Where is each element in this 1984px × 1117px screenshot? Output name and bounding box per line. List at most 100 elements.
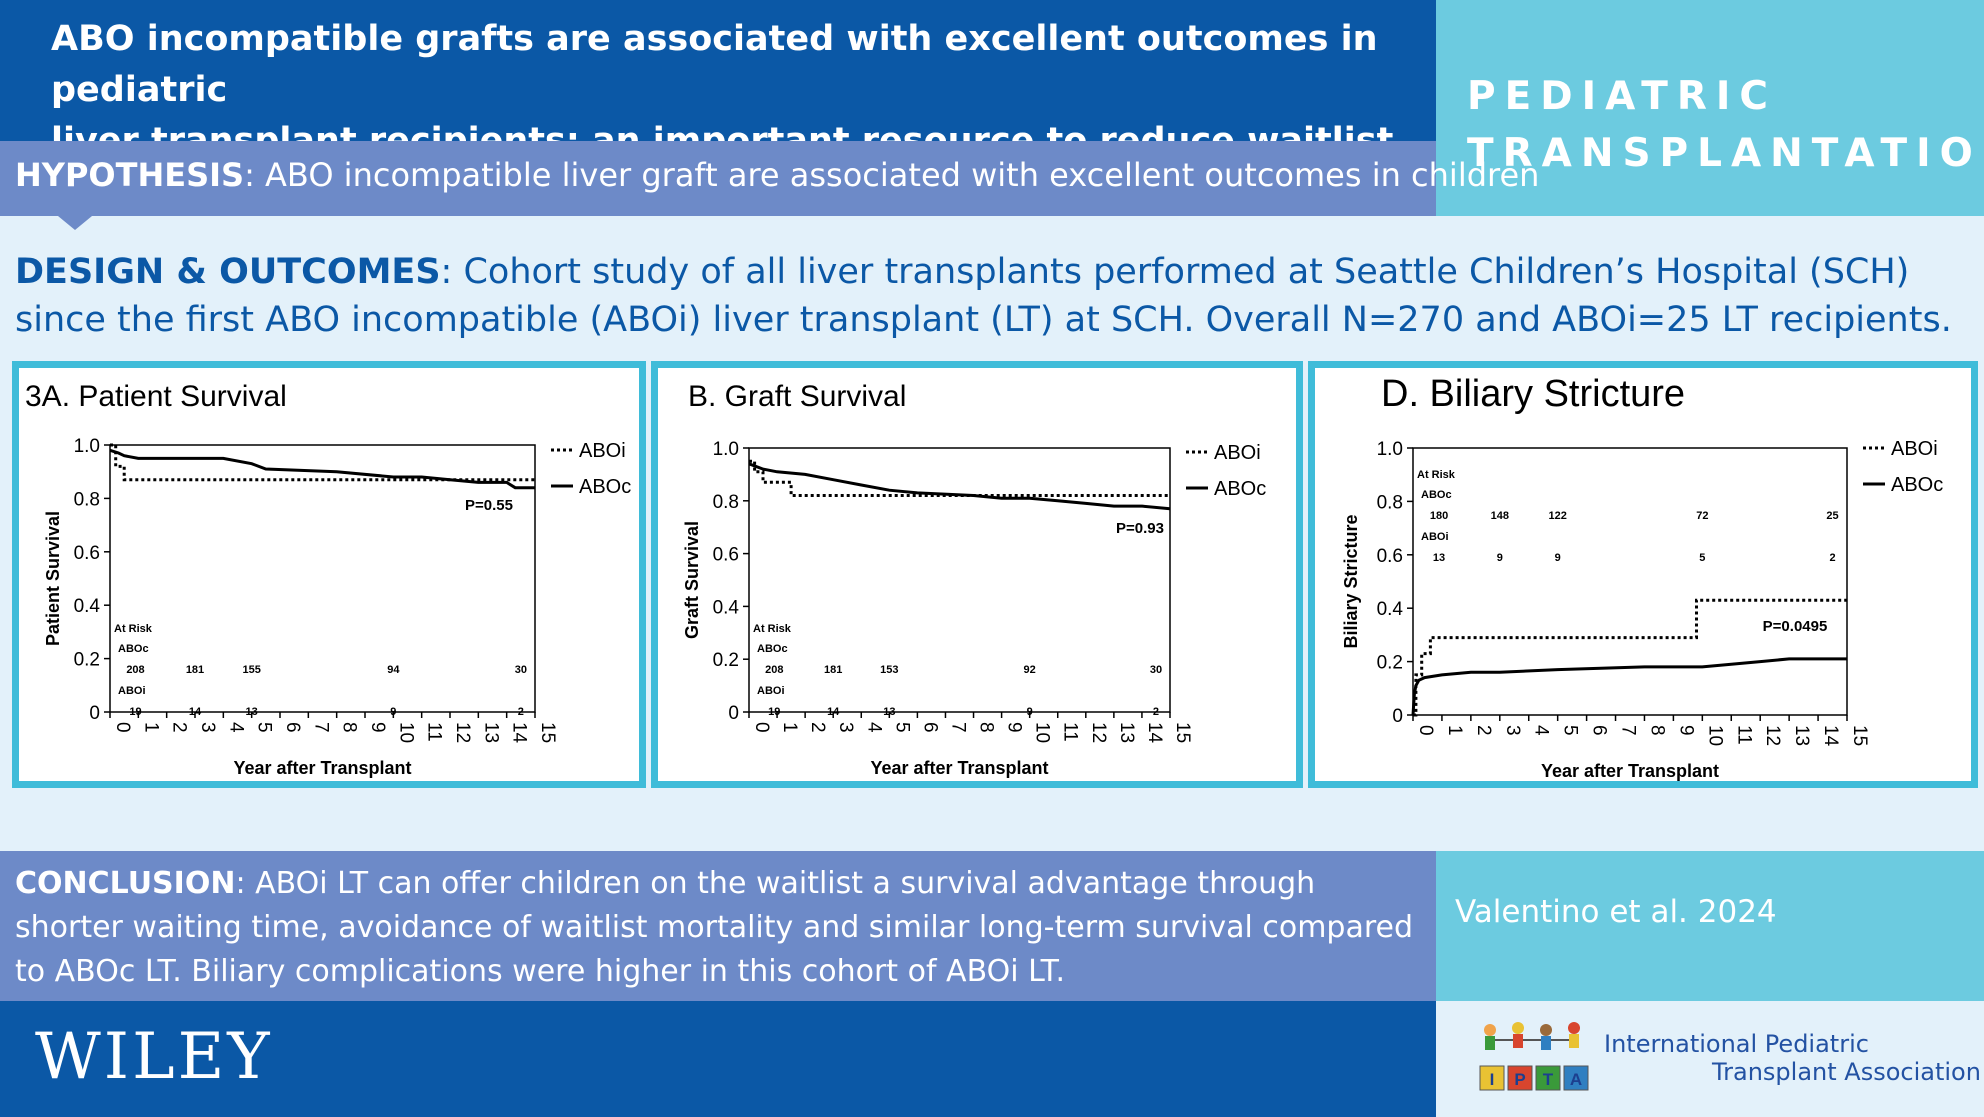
at-risk-count: 19	[768, 706, 780, 718]
at-risk-group-label: ABOc	[757, 643, 788, 655]
journal-line-2: TRANSPLANTATION	[1467, 131, 1984, 176]
x-tick-label: 15	[1172, 722, 1193, 743]
conclusion-body: : ABOi LT can offer children on the wait…	[15, 866, 1414, 989]
x-tick-label: 15	[1849, 725, 1870, 746]
legend-label: ABOi	[579, 440, 626, 462]
x-tick-label: 13	[480, 722, 501, 743]
at-risk-count: 180	[1430, 510, 1448, 522]
panel-graft-survival: B. Graft Survival 0 0.2 0.4 0.6 0.8 1.0 0 1 2 3 4 5 6…	[651, 361, 1303, 788]
x-tick-label: 11	[424, 722, 445, 742]
logo-letter: A	[1570, 1070, 1582, 1089]
publisher-logo: WILEY	[35, 1020, 273, 1094]
x-tick-label: 1	[140, 722, 161, 733]
panel-title: B. Graft Survival	[688, 380, 906, 413]
y-tick-label: 1.0	[713, 439, 739, 460]
association-line-1: International Pediatric	[1604, 1030, 1869, 1058]
at-risk-count: 181	[186, 664, 204, 676]
x-tick-label: 5	[254, 722, 275, 733]
hypothesis-label: HYPOTHESIS	[15, 156, 245, 194]
y-tick-label: 0.2	[1377, 653, 1403, 674]
at-risk-group-label: ABOc	[118, 643, 149, 655]
y-tick-label: 0	[1392, 706, 1403, 727]
series-line-aboi	[110, 443, 535, 482]
y-axis-label: Graft Survival	[682, 521, 702, 639]
y-tick-label: 0	[728, 703, 739, 724]
at-risk-heading: At Risk	[114, 623, 153, 635]
at-risk-group-label: ABOi	[1421, 531, 1449, 543]
at-risk-count: 2	[518, 706, 524, 718]
x-tick-label: 5	[891, 722, 912, 733]
at-risk-count: 208	[126, 664, 144, 676]
y-tick-label: 0	[89, 703, 100, 724]
panel-patient-survival: 3A. Patient Survival 0 0.2 0.4 0.6 0.8 1.0 0 1 2 3…	[12, 361, 646, 788]
series-line-aboc	[109, 448, 535, 490]
hypothesis-banner	[0, 141, 1436, 216]
title-banner	[0, 0, 1436, 141]
x-tick-label: 2	[1473, 725, 1494, 736]
panel-biliary-stricture: D. Biliary Stricture 0 0.2 0.4 0.6 0.8 1.0 0 1 2 3…	[1308, 361, 1978, 788]
hypothesis-body: : ABO incompatible liver graft are assoc…	[244, 156, 1540, 194]
logo-block	[1563, 1065, 1589, 1091]
y-tick-label: 0.8	[1377, 492, 1403, 513]
association-name: International Pediatric Transplant Assoc…	[1604, 1030, 1981, 1086]
y-tick-label: 0.4	[713, 597, 740, 618]
design-label: DESIGN & OUTCOMES	[15, 252, 441, 292]
x-tick-label: 2	[169, 722, 190, 733]
y-tick-label: 1.0	[74, 436, 100, 457]
at-risk-count: 122	[1548, 510, 1566, 522]
hypothesis-text: HYPOTHESIS: ABO incompatible liver graft…	[15, 156, 1539, 194]
x-tick-label: 11	[1060, 722, 1081, 742]
x-tick-label: 9	[367, 722, 388, 733]
y-tick-label: 0.6	[74, 543, 100, 564]
design-body: : Cohort study of all liver transplants …	[15, 252, 1952, 340]
y-axis-label: Patient Survival	[43, 511, 63, 646]
at-risk-count: 181	[824, 664, 842, 676]
logo-block	[1535, 1065, 1561, 1091]
title-line-1: ABO incompatible grafts are associated w…	[51, 19, 1378, 110]
y-tick-label: 0.2	[74, 650, 100, 671]
x-tick-label: 3	[197, 722, 218, 733]
x-tick-label: 7	[1618, 725, 1639, 736]
x-tick-label: 1	[1444, 725, 1465, 736]
x-tick-label: 3	[835, 722, 856, 733]
conclusion-label: CONCLUSION	[15, 866, 236, 901]
at-risk-heading: At Risk	[753, 623, 792, 635]
logo-letter: T	[1543, 1070, 1554, 1089]
x-tick-label: 4	[1531, 725, 1552, 736]
journal-banner	[1436, 0, 1984, 216]
x-tick-label: 14	[1820, 725, 1841, 747]
at-risk-count: 30	[1150, 664, 1162, 676]
series-line-aboc	[748, 462, 1171, 511]
y-tick-label: 1.0	[1377, 439, 1403, 460]
x-tick-label: 6	[282, 722, 303, 733]
legend-label: ABOc	[1891, 474, 1943, 496]
p-value-label: P=0.0495	[1763, 618, 1828, 635]
x-tick-label: 15	[537, 722, 558, 743]
x-tick-label: 5	[1560, 725, 1581, 736]
at-risk-count: 92	[1024, 664, 1036, 676]
logo-letter: P	[1514, 1070, 1525, 1089]
x-tick-label: 12	[452, 722, 473, 743]
at-risk-count: 2	[1829, 552, 1835, 564]
panel-title: D. Biliary Stricture	[1381, 373, 1685, 415]
at-risk-count: 14	[189, 706, 202, 718]
design-text: DESIGN & OUTCOMES: Cohort study of all l…	[15, 248, 1965, 344]
x-tick-label: 11	[1733, 725, 1754, 745]
at-risk-count: 72	[1696, 510, 1708, 522]
legend-label: ABOi	[1214, 442, 1261, 464]
x-tick-label: 10	[1704, 725, 1725, 746]
x-tick-label: 7	[310, 722, 331, 733]
conclusion-text: CONCLUSION: ABOi LT can offer children o…	[15, 862, 1415, 994]
at-risk-group-label: ABOc	[1421, 489, 1452, 501]
series-line-aboi	[749, 459, 1170, 497]
y-tick-label: 0.4	[1377, 599, 1404, 620]
at-risk-count: 153	[880, 664, 898, 676]
at-risk-count: 155	[242, 664, 260, 676]
at-risk-count: 13	[246, 706, 258, 718]
at-risk-count: 94	[387, 664, 400, 676]
x-tick-label: 13	[1791, 725, 1812, 746]
at-risk-count: 148	[1491, 510, 1509, 522]
at-risk-count: 13	[1433, 552, 1445, 564]
x-tick-label: 10	[1032, 722, 1053, 743]
